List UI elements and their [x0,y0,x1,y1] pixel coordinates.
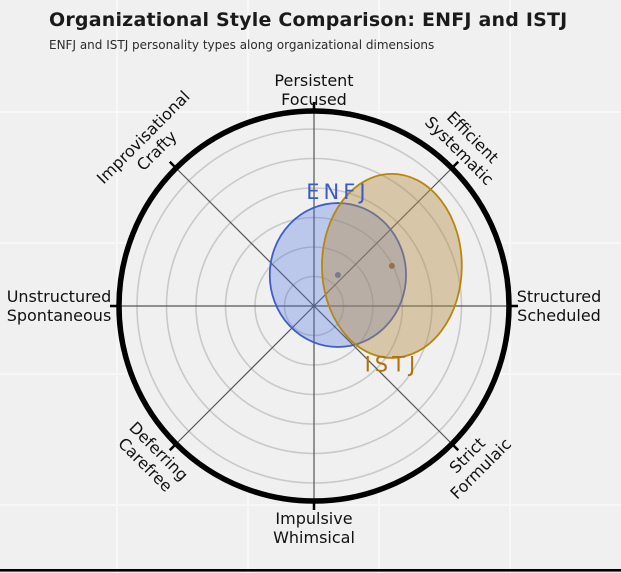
axis-tick-improvisational-crafty [168,160,177,169]
axis-tick-strict-formulaic [451,443,460,452]
spoke-strict-formulaic [313,305,453,445]
axis-label-persistent-focused: Persistent Focused [274,71,353,109]
series-center-dot-istj [388,262,395,269]
series-center-dot-enfj [334,272,341,279]
figure-bottom-spine [0,569,621,572]
chart-title: Organizational Style Comparison: ENFJ an… [49,9,568,31]
series-label-istj: ISTJ [365,352,420,376]
spoke-efficient-systematic [313,167,453,307]
spoke-improvisational-crafty [175,167,315,307]
chart-header: Organizational Style Comparison: ENFJ an… [49,9,567,52]
series-label-enfj: ENFJ [306,180,369,204]
chart-subtitle: ENFJ and ISTJ personality types along or… [49,38,435,53]
axis-tick-efficient-systematic [451,160,460,169]
axis-tick-deferring-carefree [168,443,177,452]
axis-label-unstructured-spontaneous: Unstructured Spontaneous [7,287,112,325]
spoke-deferring-carefree [175,305,315,445]
axis-label-impulsive-whimsical: Impulsive Whimsical [273,509,355,547]
axis-label-structured-scheduled: Structured Scheduled [517,287,602,325]
